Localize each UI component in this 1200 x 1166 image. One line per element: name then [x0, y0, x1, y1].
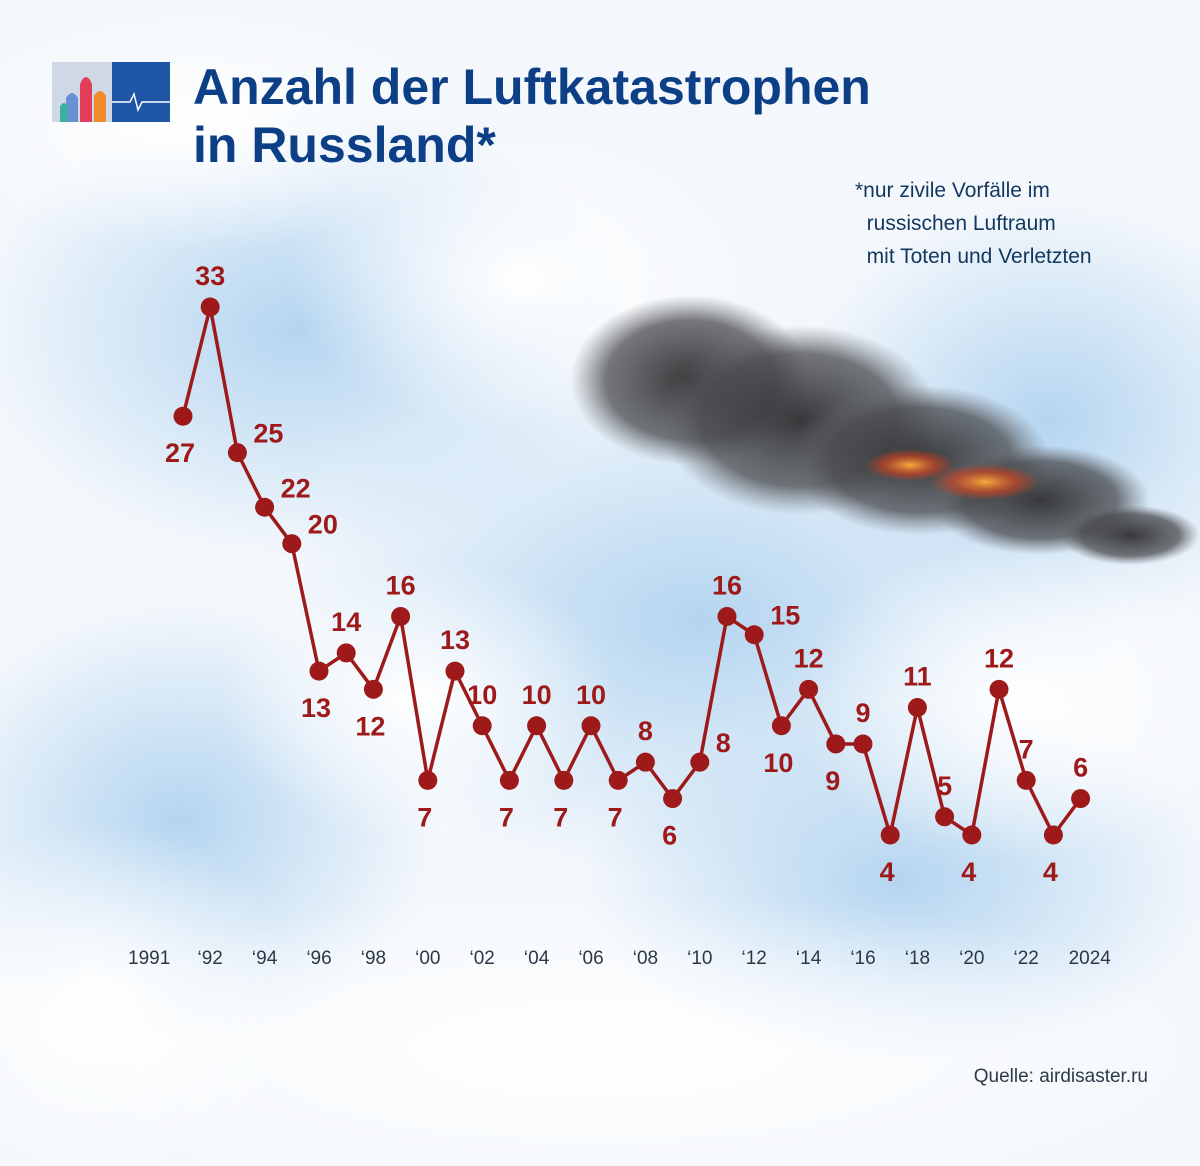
- x-tick-label-2024: 2024: [1069, 948, 1112, 969]
- data-label-2009: 6: [662, 821, 677, 851]
- data-point-2002: [472, 716, 492, 736]
- footnote-line-1: *nur zivile Vorfälle im: [855, 179, 1050, 202]
- x-tick-label-2012: ‘12: [742, 948, 767, 969]
- data-point-1993: [227, 443, 247, 463]
- data-label-2019: 5: [937, 771, 952, 801]
- x-tick-label-1994: ‘94: [252, 948, 278, 969]
- footnote-line-3: mit Toten und Verletzten: [855, 245, 1092, 268]
- data-label-1995: 20: [308, 510, 338, 540]
- data-point-2010: [690, 752, 710, 772]
- x-tick-label-1991: 1991: [128, 948, 170, 969]
- data-point-2023: [1043, 825, 1063, 845]
- footnote-line-2: russischen Luftraum: [855, 212, 1056, 235]
- data-label-2016: 9: [855, 698, 870, 728]
- data-label-2014: 12: [794, 643, 824, 673]
- x-tick-label-2006: ‘06: [578, 948, 603, 969]
- data-label-2024: 6: [1073, 753, 1088, 783]
- data-label-2013: 10: [763, 748, 793, 778]
- data-label-1998: 12: [355, 711, 385, 741]
- data-point-2005: [554, 770, 574, 790]
- data-label-1994: 22: [281, 473, 311, 503]
- x-tick-label-1998: ‘98: [361, 948, 386, 969]
- data-label-2006: 10: [576, 680, 606, 710]
- x-tick-label-2000: ‘00: [415, 948, 440, 969]
- data-point-2014: [799, 679, 819, 699]
- data-point-2007: [608, 770, 628, 790]
- data-point-2015: [826, 734, 846, 754]
- series-line: [181, 305, 1083, 837]
- data-label-2012: 15: [770, 601, 800, 631]
- data-label-2000: 7: [417, 802, 432, 832]
- data-label-2003: 7: [499, 802, 514, 832]
- x-tick-label-2018: ‘18: [905, 948, 930, 969]
- x-tick-label-1996: ‘96: [306, 948, 331, 969]
- data-point-1995: [282, 534, 302, 554]
- data-label-2022: 7: [1019, 734, 1034, 764]
- data-label-2021: 12: [984, 643, 1014, 673]
- data-point-2001: [445, 661, 465, 681]
- data-point-2020: [962, 825, 982, 845]
- data-point-2011: [717, 607, 737, 627]
- chart-title: Anzahl der Luftkatastrophen in Russland*: [193, 58, 871, 174]
- x-tick-label-1992: ‘92: [198, 948, 223, 969]
- x-tick-label-2004: ‘04: [524, 948, 550, 969]
- x-tick-label-2010: ‘10: [687, 948, 712, 969]
- data-point-2004: [527, 716, 547, 736]
- x-tick-label-2022: ‘22: [1014, 948, 1039, 969]
- data-point-1996: [309, 661, 329, 681]
- data-point-1997: [336, 643, 356, 663]
- data-label-2020: 4: [961, 857, 976, 887]
- data-label-1992: 33: [195, 261, 225, 291]
- x-tick-label-2014: ‘14: [796, 948, 822, 969]
- data-point-1991: [173, 406, 193, 426]
- data-point-2006: [581, 716, 601, 736]
- data-point-2022: [1016, 770, 1036, 790]
- data-point-2012: [744, 625, 764, 645]
- x-tick-label-2008: ‘08: [633, 948, 658, 969]
- data-label-1991: 27: [165, 438, 195, 468]
- data-label-2011: 16: [712, 571, 742, 601]
- title-line-2: in Russland*: [193, 117, 496, 173]
- data-label-2018: 11: [903, 662, 932, 692]
- data-point-2018: [907, 698, 927, 718]
- data-point-2000: [418, 770, 438, 790]
- data-point-1992: [200, 297, 220, 317]
- data-label-2008: 8: [638, 716, 653, 746]
- data-point-2008: [635, 752, 655, 772]
- data-point-1994: [255, 497, 275, 517]
- data-label-2010: 8: [716, 728, 731, 758]
- footnote: *nur zivile Vorfälle im russischen Luftr…: [855, 174, 1175, 273]
- data-label-2023: 4: [1043, 857, 1058, 887]
- data-label-1996: 13: [301, 693, 331, 723]
- data-label-2005: 7: [553, 802, 568, 832]
- data-label-2015: 9: [825, 766, 840, 796]
- data-point-2017: [880, 825, 900, 845]
- source-note: Quelle: airdisaster.ru: [973, 1066, 1148, 1087]
- data-label-2017: 4: [880, 857, 895, 887]
- data-point-1998: [363, 679, 383, 699]
- data-label-1993: 25: [253, 419, 283, 449]
- data-point-2024: [1071, 789, 1091, 809]
- data-point-2009: [663, 789, 683, 809]
- data-point-2021: [989, 679, 1009, 699]
- x-tick-label-2020: ‘20: [959, 948, 984, 969]
- data-point-2019: [935, 807, 955, 827]
- x-tick-label-2002: ‘02: [470, 948, 495, 969]
- data-label-1999: 16: [386, 571, 416, 601]
- smoke-cloud-illustration: [570, 295, 1200, 565]
- data-point-2016: [853, 734, 873, 754]
- data-label-2002: 10: [467, 680, 497, 710]
- title-line-1: Anzahl der Luftkatastrophen: [193, 59, 871, 115]
- data-label-2007: 7: [608, 802, 623, 832]
- data-label-2001: 13: [440, 625, 470, 655]
- data-point-1999: [391, 607, 411, 627]
- logo-icon: [52, 62, 170, 122]
- x-tick-label-2016: ‘16: [850, 948, 875, 969]
- data-label-1997: 14: [331, 607, 361, 637]
- data-point-2003: [499, 770, 519, 790]
- data-point-2013: [771, 716, 791, 736]
- data-label-2004: 10: [522, 680, 552, 710]
